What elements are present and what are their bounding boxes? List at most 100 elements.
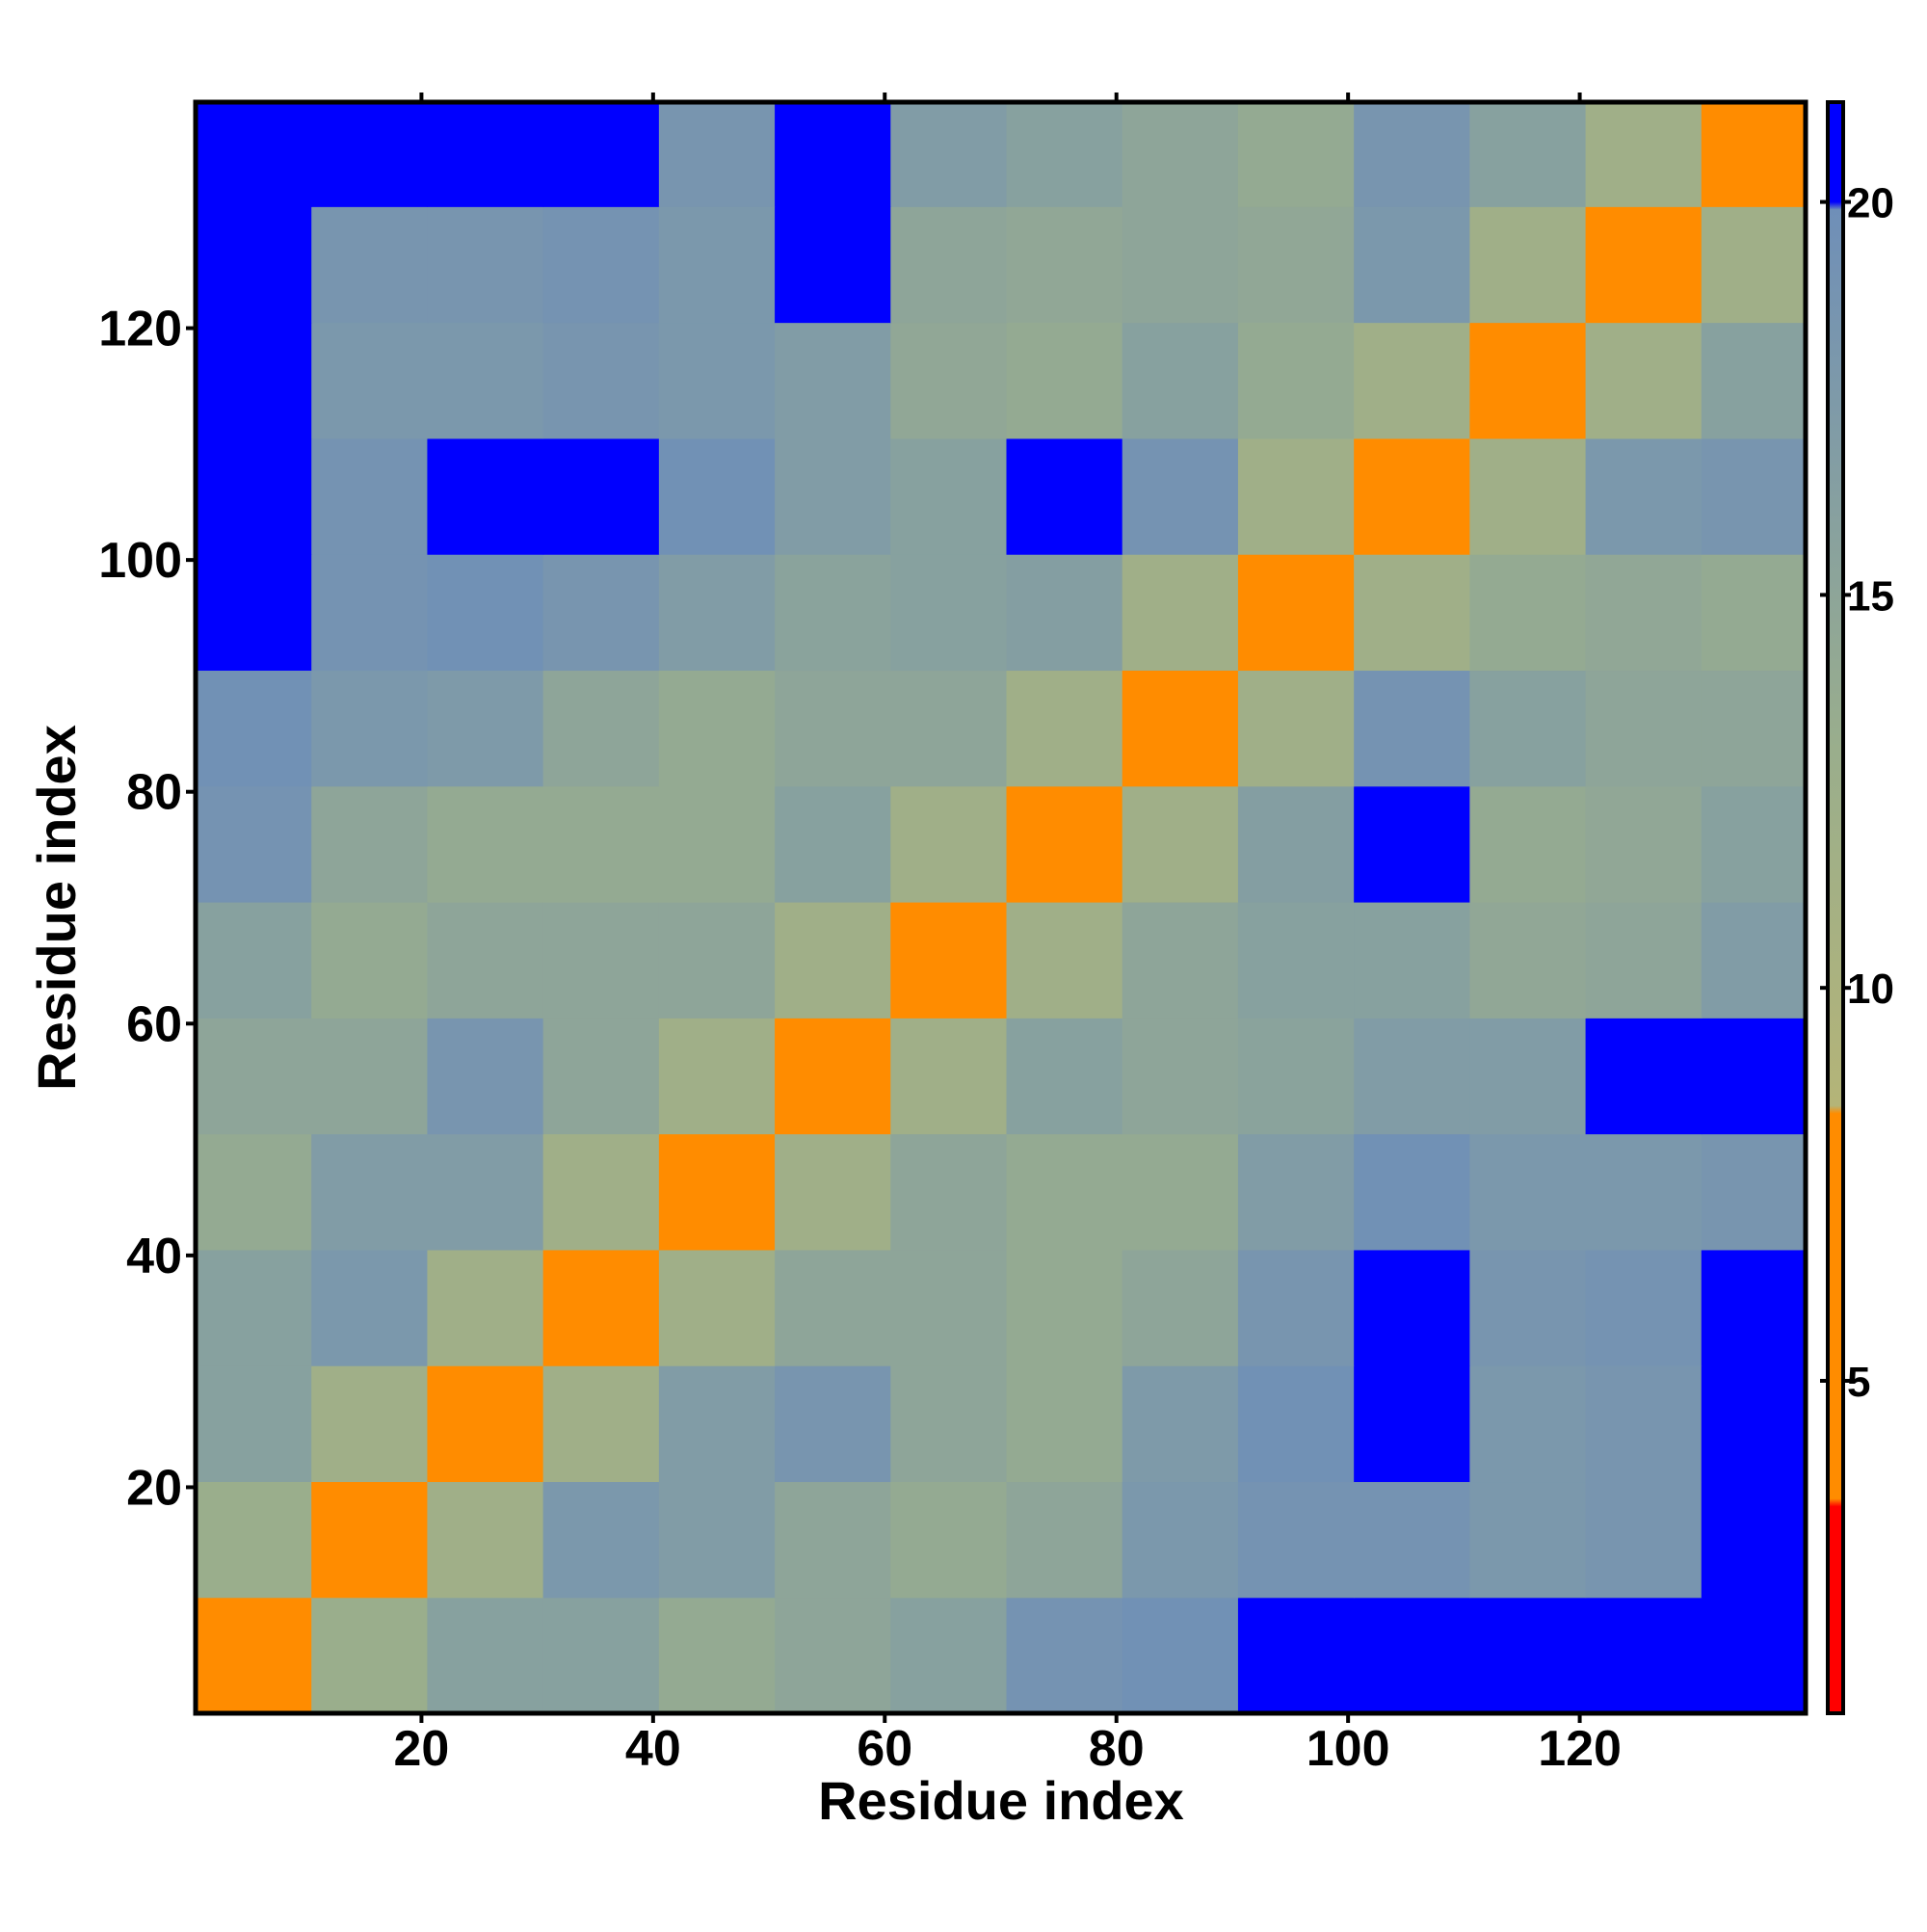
colorbar-tick-label: 15 [1847,572,1894,620]
heatmap-cell [1701,1481,1807,1599]
heatmap-cell [1469,1249,1587,1366]
heatmap-cell [196,1481,312,1599]
heatmap-cell [311,901,429,1019]
heatmap-cell [1354,1481,1470,1599]
heatmap-cell [542,901,660,1019]
heatmap-cell [775,322,891,439]
heatmap-cell [658,102,776,207]
heatmap-cell [890,1133,1008,1251]
x-tick-label: 40 [625,1721,681,1777]
heatmap-cell [1237,1133,1355,1251]
heatmap-cell [427,901,544,1019]
heatmap-cell [311,1365,429,1483]
heatmap-cell [427,437,544,555]
heatmap-cell [1006,901,1123,1019]
heatmap-cell [542,1481,660,1599]
heatmap-cell [890,437,1008,555]
heatmap-cell [658,670,776,787]
heatmap-cell [1469,1365,1587,1483]
heatmap-cell [1469,1597,1587,1714]
heatmap-cell [1469,1481,1587,1599]
heatmap-cell [196,102,312,207]
y-tick-label: 120 [98,302,182,357]
heatmap-cell [542,102,660,207]
heatmap-cell [1237,670,1355,787]
heatmap-cell [1469,670,1587,787]
heatmap-cell [427,1481,544,1599]
heatmap-cell [775,1249,891,1366]
heatmap-cell [542,437,660,555]
heatmap-cell [1585,437,1703,555]
heatmap-cell [1122,1018,1239,1135]
heatmap-cell [1354,1365,1470,1483]
heatmap-cell [311,670,429,787]
heatmap-cell [311,785,429,903]
heatmap-cell [890,554,1008,672]
x-tick-label: 80 [1089,1721,1145,1777]
heatmap-cell [1006,1249,1123,1366]
heatmap-cell [1006,785,1123,903]
heatmap-cell [658,1249,776,1366]
heatmap-cell [775,1018,891,1135]
heatmap-cell [427,785,544,903]
heatmap-cell [658,206,776,324]
heatmap-cell [658,1133,776,1251]
heatmap-cell [1701,785,1807,903]
heatmap-cell [542,206,660,324]
heatmap-cell [311,1481,429,1599]
heatmap-cell [1469,437,1587,555]
heatmap-cell [1122,437,1239,555]
heatmap-cell [1701,1249,1807,1366]
heatmap-cell [775,670,891,787]
heatmap-cell [1585,785,1703,903]
heatmap-cell [196,1249,312,1366]
heatmap-cell [890,1018,1008,1135]
heatmap-cell [1122,901,1239,1019]
heatmap-cell [1354,670,1470,787]
heatmap-cell [1585,901,1703,1019]
heatmap-cell [311,322,429,439]
heatmap-cell [1006,554,1123,672]
heatmap-cell [1354,901,1470,1019]
heatmap-cell [542,1018,660,1135]
heatmap-cell [1701,437,1807,555]
heatmap-cell [427,1597,544,1714]
heatmap-cell [1354,1597,1470,1714]
heatmap-cell [427,322,544,439]
heatmap-cell [542,554,660,672]
heatmap-cell [311,206,429,324]
heatmap-cell [1237,437,1355,555]
heatmap-cell [890,1249,1008,1366]
heatmap-cell [427,1133,544,1251]
x-axis-label: Residue index [818,1770,1184,1831]
heatmap-cell [1469,322,1587,439]
colorbar-tick-label: 5 [1847,1359,1870,1406]
heatmap-cell [1006,322,1123,439]
heatmap-cell [1006,1365,1123,1483]
heatmap-cell [658,322,776,439]
heatmap-cell [1122,1481,1239,1599]
heatmap-cell [1122,1597,1239,1714]
heatmap-cell [542,1597,660,1714]
y-tick-label: 40 [126,1229,182,1284]
heatmap-cell [1237,901,1355,1019]
heatmap-cell [775,206,891,324]
heatmap-cell [311,102,429,207]
heatmap-cell [196,901,312,1019]
heatmap-cell [542,1365,660,1483]
heatmap-cell [1237,1481,1355,1599]
heatmap-cell [775,1133,891,1251]
heatmap-cell [1354,785,1470,903]
heatmap-cell [196,437,312,555]
heatmap-cell [196,670,312,787]
heatmap-cell [890,206,1008,324]
heatmap-cell [1354,102,1470,207]
heatmap-cell [1701,1365,1807,1483]
heatmap-cell [1469,785,1587,903]
heatmap-cell [1122,102,1239,207]
heatmap-cell [196,1597,312,1714]
heatmap-cell [658,1597,776,1714]
heatmap-cell [1006,670,1123,787]
heatmap-cell [1701,1018,1807,1135]
heatmap-cell [427,554,544,672]
